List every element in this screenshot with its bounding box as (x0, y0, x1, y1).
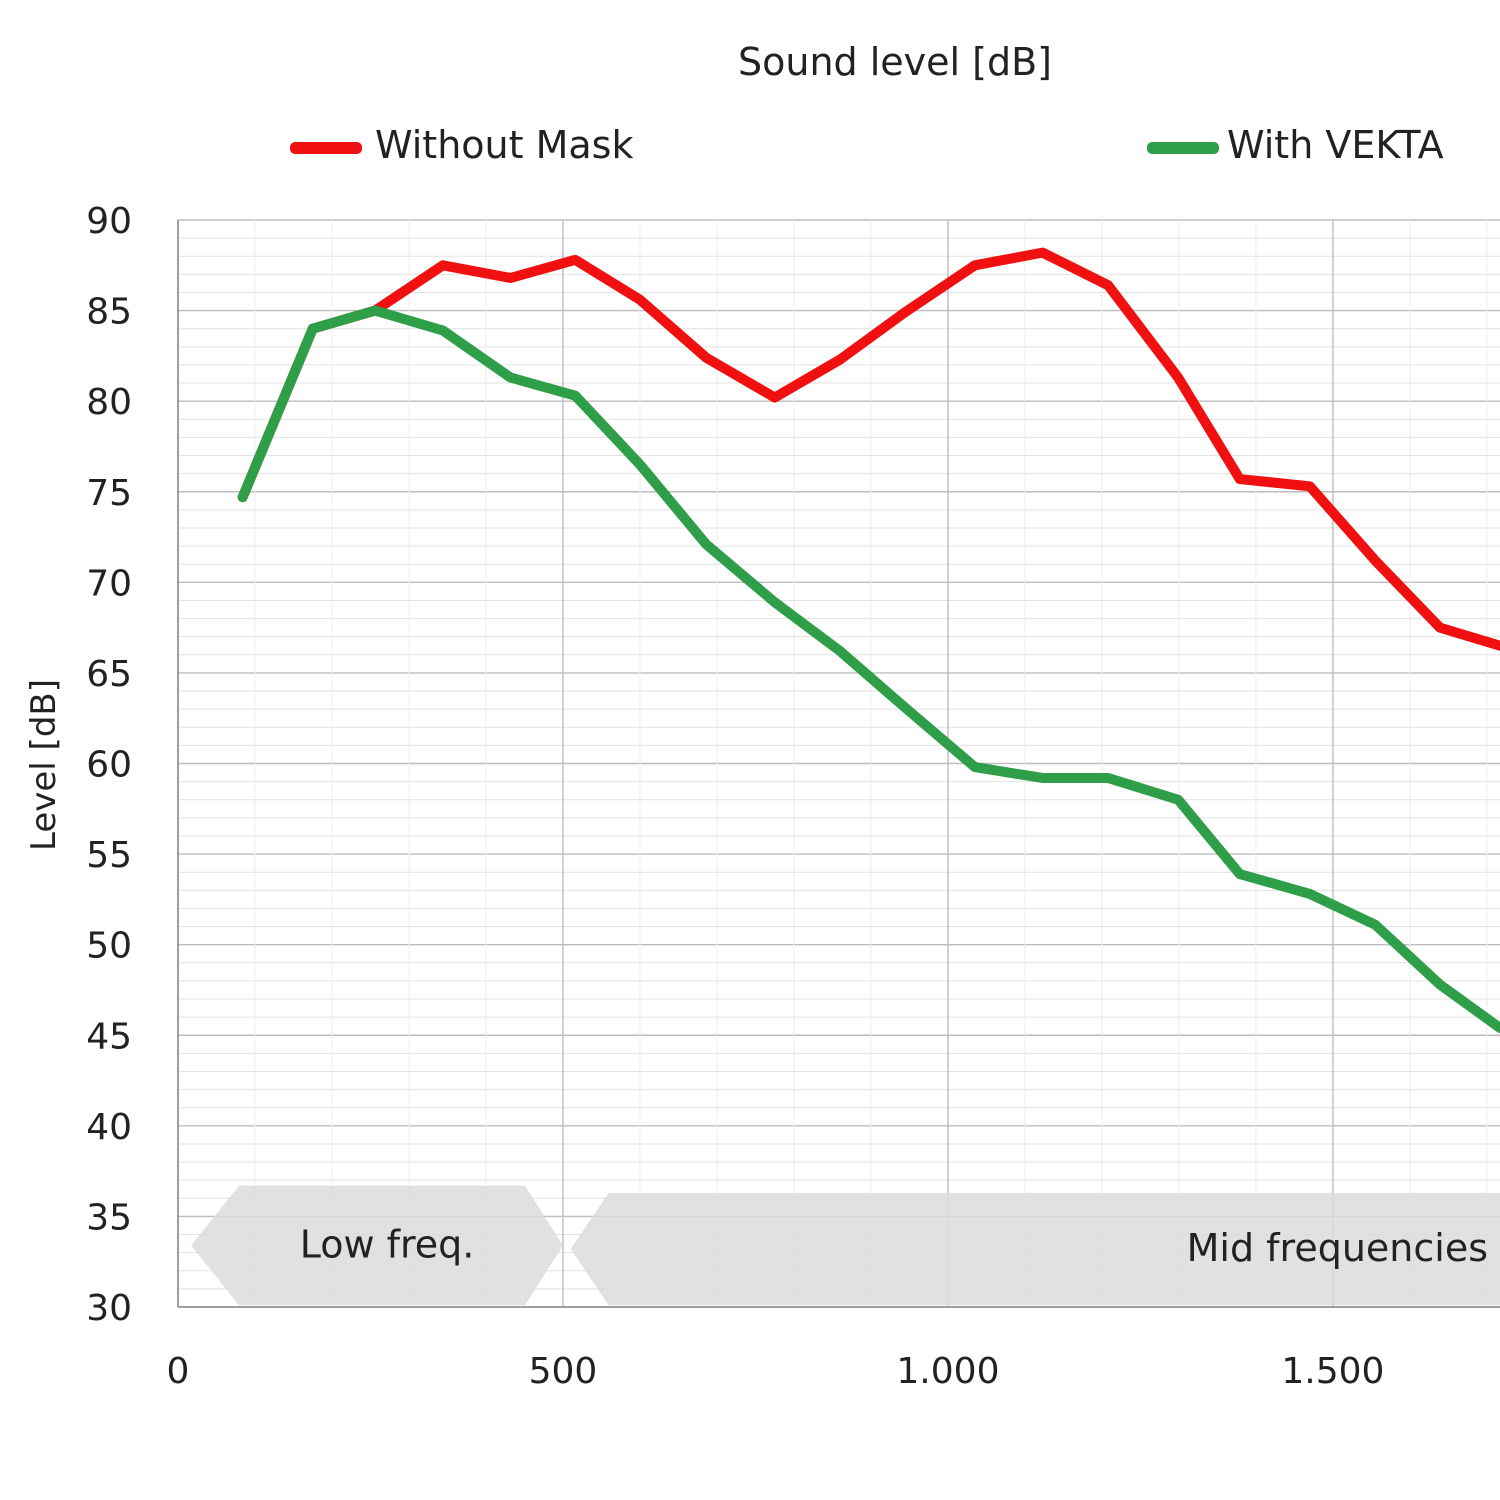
band-label: Low freq. (300, 1222, 475, 1266)
series-lines (237, 247, 1500, 1033)
band-0 (191, 1185, 563, 1306)
frequency-bands: Low freq. Mid frequencies (191, 1185, 1500, 1306)
legend-swatch-with-vekta (1147, 142, 1219, 154)
legend-swatch-without-mask (290, 142, 362, 154)
y-tick-label: 80 (86, 382, 132, 423)
y-tick-label: 50 (86, 926, 132, 967)
series-line-without-mask (237, 247, 1500, 651)
y-tick-label: 35 (86, 1197, 132, 1238)
legend-label-without-mask: Without Mask (375, 123, 633, 167)
y-tick-label: 90 (86, 201, 132, 242)
y-tick-label: 60 (86, 745, 132, 786)
series-line-with-vekta (237, 305, 1500, 1033)
chart-title: Sound level [dB] (738, 40, 1052, 84)
y-tick-label: 75 (86, 473, 132, 514)
x-tick-label: 1.000 (896, 1351, 999, 1392)
x-tick-label: 0 (167, 1351, 190, 1392)
y-tick-label: 45 (86, 1016, 132, 1057)
y-tick-label: 55 (86, 835, 132, 876)
band-1 (570, 1192, 1500, 1306)
band-label: Mid frequencies (1187, 1226, 1488, 1270)
grid (177, 219, 1500, 1308)
y-tick-label: 70 (86, 563, 132, 604)
y-tick-label: 65 (86, 654, 132, 695)
y-tick-label: 85 (86, 292, 132, 333)
legend-label-with-vekta: With VEKTA (1227, 123, 1444, 167)
axes: 90 85 80 75 70 65 60 55 50 45 40 35 30 0 500 1.000 1.500 (86, 201, 1500, 1392)
x-tick-label: 1.500 (1281, 1351, 1384, 1392)
y-tick-label: 30 (86, 1288, 132, 1329)
legend: Without Mask With VEKTA (290, 123, 1444, 167)
y-tick-label: 40 (86, 1107, 132, 1148)
x-tick-label: 500 (529, 1351, 598, 1392)
y-axis-label: Level [dB] (24, 679, 64, 851)
